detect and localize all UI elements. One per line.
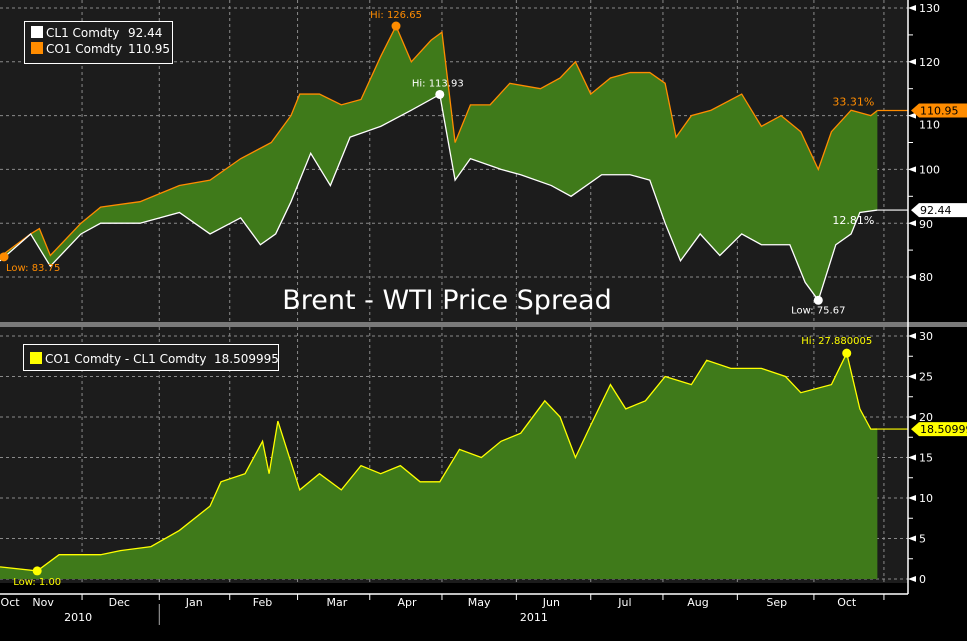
y-tick (908, 220, 916, 227)
annotation-label: Hi: 126.65 (370, 10, 422, 21)
y-tick-label: 80 (919, 271, 933, 284)
x-month-label: May (468, 596, 491, 609)
spread-value-tag (911, 422, 967, 437)
legend-swatch (31, 42, 43, 54)
x-year-label: 2010 (64, 611, 92, 624)
change-label: 33.31% (832, 95, 874, 108)
y-tick (908, 576, 916, 582)
y-tick-label: 90 (919, 218, 933, 231)
x-month-label: Aug (687, 596, 708, 609)
y-tick-label: 10 (919, 492, 933, 505)
y-tick (908, 274, 916, 280)
y-tick (908, 454, 916, 461)
y-tick (908, 333, 916, 339)
annotation-label: Hi: 27.880005 (801, 336, 872, 347)
x-month-label: Jun (542, 596, 560, 609)
x-month-label: Dec (109, 596, 130, 609)
wti-value-tag (911, 203, 967, 218)
y-tick (908, 373, 916, 380)
spread-area (0, 353, 878, 579)
wti-line (0, 93, 878, 302)
x-month-label: Oct (837, 596, 857, 609)
spread-value-tag-text: 18.509995 (920, 423, 967, 436)
spread-line (0, 351, 878, 572)
y-tick-label: 25 (919, 371, 933, 384)
change-label: 12.81% (832, 214, 874, 227)
annotation-marker (32, 566, 42, 576)
legend-box (24, 21, 173, 64)
legend-series-value: 18.509995 (214, 352, 279, 366)
legend-series-name: CO1 Comdty - CL1 Comdty (45, 352, 206, 366)
brent-value-tag (911, 103, 967, 118)
spread-fill-area (0, 26, 878, 301)
legend-swatch (31, 26, 43, 38)
y-tick-label: 30 (919, 330, 933, 343)
annotation-marker (435, 89, 445, 99)
x-month-label: Jan (185, 596, 203, 609)
x-month-label: Oct (1, 596, 21, 609)
legend-series-name: CL1 Comdty (46, 26, 119, 40)
annotation-marker (813, 295, 823, 305)
annotation-marker (0, 252, 9, 262)
annotation-label: Low: 75.67 (791, 305, 845, 316)
y-tick (908, 58, 916, 65)
annotation-label: Low: 1.00 (13, 577, 61, 588)
legend-top: CL1 Comdty 92.44 CO1 Comdty 110.95 (24, 21, 173, 64)
brent-line (0, 24, 878, 258)
legend-swatch (30, 352, 42, 364)
annotation-marker (842, 348, 852, 358)
annotation-label: Hi: 113.93 (412, 78, 464, 89)
annotation-label: Low: 83.75 (6, 263, 60, 274)
legend-series-value: 110.95 (128, 42, 170, 56)
chart-title: Brent - WTI Price Spread (282, 285, 612, 316)
legend-box-bottom (23, 344, 279, 371)
y-tick-label: 100 (919, 163, 940, 176)
y-tick (908, 535, 916, 542)
legend-series-name: CO1 Comdty (46, 42, 122, 56)
y-tick (908, 5, 916, 11)
annotation-marker (391, 21, 401, 31)
y-tick-label: 0 (919, 573, 926, 586)
x-year-label: 2011 (520, 611, 548, 624)
x-month-label: Mar (327, 596, 348, 609)
y-tick (908, 414, 916, 420)
y-tick-label: 120 (919, 56, 940, 69)
x-month-label: Apr (397, 596, 417, 609)
y-tick-label: 5 (919, 533, 926, 546)
x-month-label: Jul (617, 596, 631, 609)
y-tick (908, 112, 916, 119)
y-tick-label: 110 (919, 118, 940, 131)
y-tick (908, 166, 916, 173)
brent-value-tag-text: 110.95 (920, 104, 959, 117)
panel-divider (0, 322, 967, 327)
y-tick-label: 20 (919, 411, 933, 424)
legend-series-value: 92.44 (128, 26, 162, 40)
wti-value-tag-text: 92.44 (920, 204, 952, 217)
x-month-label: Feb (253, 596, 272, 609)
y-tick-label: 130 (919, 2, 940, 15)
y-tick-label: 15 (919, 452, 933, 465)
x-month-label: Nov (32, 596, 54, 609)
y-tick (908, 495, 916, 501)
x-month-label: Sep (766, 596, 787, 609)
